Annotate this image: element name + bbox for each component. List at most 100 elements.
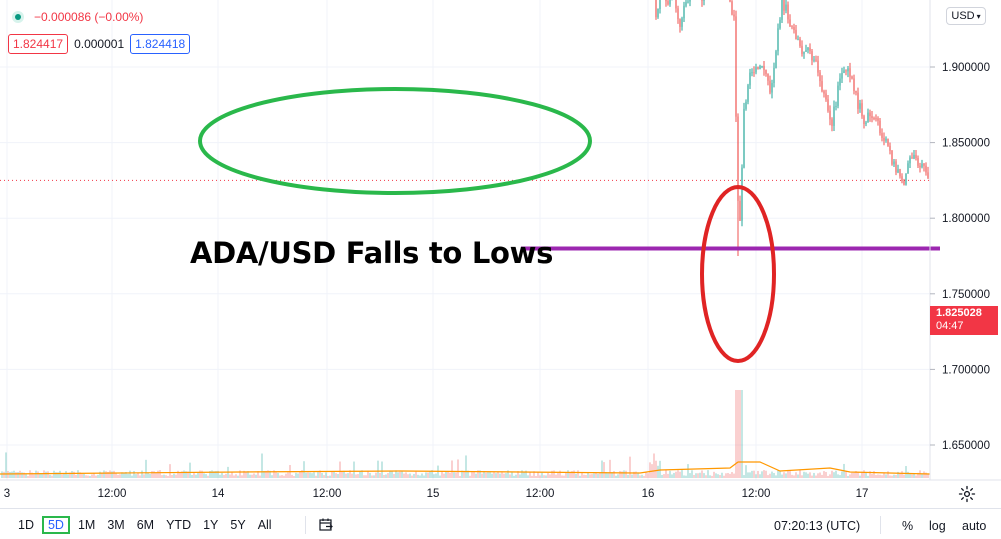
volume-bar [455,472,457,478]
volume-bar [817,473,819,478]
candle-body [895,161,897,173]
range-button-ytd[interactable]: YTD [166,518,192,532]
candle-body [735,16,737,117]
volume-bar [553,470,555,478]
candle-body [729,0,731,2]
candle-body [877,118,879,121]
volume-bar [623,470,625,478]
volume-bar [563,475,565,478]
volume-bar [625,470,627,478]
candle-body [833,106,835,126]
range-button-all[interactable]: All [257,518,272,532]
volume-bar [135,474,137,478]
candle-body [907,163,909,174]
last-price-label: 1.825028 04:47 [930,306,998,335]
volume-bar [415,471,417,478]
candle-body [885,138,887,141]
volume-bar [555,474,557,478]
volume-bar [753,470,755,478]
range-button-1y[interactable]: 1Y [203,518,219,532]
candle-body [775,51,777,68]
red-ellipse-annotation[interactable] [700,185,776,363]
volume-bar [127,473,129,478]
volume-bar [115,472,117,478]
volume-bar [441,470,443,478]
volume-bar [859,475,861,478]
volume-bar [369,472,371,478]
volume-bar [781,474,783,478]
volume-bar [51,475,53,478]
volume-bar [201,470,203,478]
volume-bar [639,475,641,478]
candle-body [881,133,883,138]
volume-bar [283,475,285,478]
currency-selector[interactable]: USD ▾ [946,7,986,25]
volume-bar [533,471,535,478]
volume-bar [773,472,775,478]
volume-bar [431,470,433,478]
candle-body [771,83,773,93]
time-axis[interactable]: 3 12:00 14 12:00 15 12:00 16 12:00 17 [4,488,869,500]
percent-scale-toggle[interactable]: % [902,519,914,533]
volume-bar [157,470,159,478]
buy-price-button[interactable]: 1.824418 [130,34,191,54]
volume-bar [37,471,39,478]
volume-bar [387,473,389,478]
range-button-3m[interactable]: 3M [107,518,125,532]
volume-bar [573,470,575,478]
volume-bar [375,472,377,478]
volume-bar [861,471,863,478]
volume-bar [287,472,289,478]
volume-bar [467,470,469,478]
volume-bar [517,471,519,478]
log-scale-toggle[interactable]: log [929,519,946,533]
volume-bar [457,459,459,478]
volume-bar [143,474,145,478]
gear-icon[interactable] [958,485,976,503]
range-button-1m[interactable]: 1M [77,518,96,532]
volume-bar [631,474,633,478]
range-button-1d[interactable]: 1D [18,518,34,532]
volume-bar [219,474,221,478]
volume-bar [323,475,325,478]
range-button-6m[interactable]: 6M [136,518,155,532]
volume-bar [39,473,41,478]
volume-bar [803,471,805,478]
volume-bar [683,475,685,478]
sell-price-button[interactable]: 1.824417 [8,34,69,54]
volume-bar [469,475,471,478]
volume-bar [331,471,333,478]
candle-body [859,103,861,109]
volume-ma-line [0,461,931,475]
volume-bar [895,474,897,478]
range-button-5d[interactable]: 5D [41,516,70,534]
volume-bars [0,390,931,478]
volume-bar [421,473,423,478]
price-axis[interactable]: 1.650000 1.700000 1.750000 1.800000 1.850000… [930,0,990,452]
range-button-5y[interactable]: 5Y [230,518,246,532]
candle-body [797,38,799,40]
candle-body [901,176,903,181]
volume-bar [841,471,843,478]
utc-clock[interactable]: 07:20:13 (UTC) [774,519,861,533]
volume-bar [409,473,411,478]
volume-bar [893,474,895,478]
volume-bar [419,475,421,478]
price-tick-label: 1.850000 [942,138,990,150]
volume-bar [501,472,503,478]
calendar-goto-icon[interactable] [318,517,334,533]
candle-body [883,137,885,141]
volume-bar [279,475,281,478]
candle-body [851,76,853,79]
time-tick-label: 12:00 [742,488,771,500]
green-ellipse-annotation[interactable] [198,87,592,195]
volume-bar [507,470,509,478]
volume-bar [361,470,363,478]
auto-scale-toggle[interactable]: auto [962,519,987,533]
volume-bar [561,475,563,478]
volume-bar [889,475,891,478]
volume-bar [629,456,631,478]
volume-bar [83,473,85,478]
candle-body [743,108,745,168]
